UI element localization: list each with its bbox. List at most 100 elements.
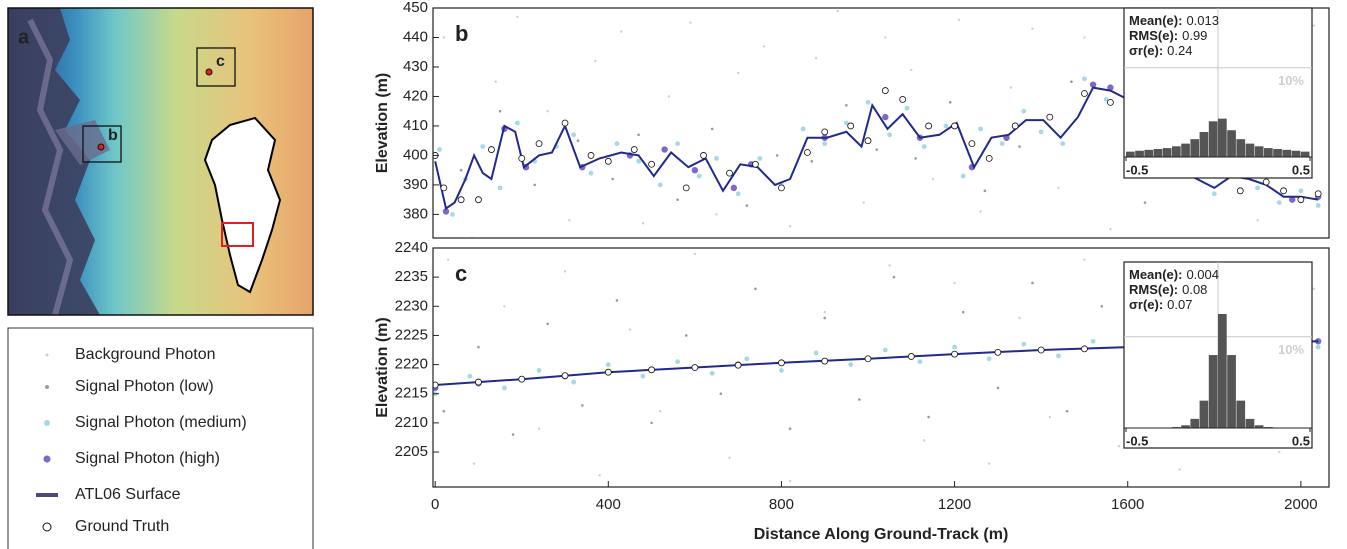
stat-value: 0.013: [1186, 13, 1219, 28]
ground-truth-point: [630, 146, 638, 153]
chart-panel: 380 390 400 410 420 430 440 450 Elevation (m) b 10…: [374, 0, 1330, 239]
x-tick-label: 1600: [1111, 496, 1144, 513]
x-axis-label: Distance Along Ground-Track (m): [754, 526, 1009, 543]
inset-grid-label: 10%: [1278, 342, 1304, 357]
inset-x-tick-label: 0.5: [1292, 162, 1310, 177]
photon-point: [858, 398, 861, 401]
site-label: b: [108, 127, 118, 144]
ground-truth-point: [951, 122, 958, 130]
map-panel: a b c: [7, 7, 314, 316]
photon-point: [709, 370, 715, 376]
photon-point: [459, 168, 463, 172]
y-tick-label: 410: [403, 117, 428, 134]
inset-stat: σr(e): 0.07: [1129, 297, 1192, 312]
photon-point: [1103, 97, 1109, 102]
ground-truth-point: [604, 157, 612, 165]
ground-truth-point: [648, 160, 655, 168]
photon-point: [1082, 76, 1087, 82]
photon-point: [1315, 203, 1321, 208]
ground-truth-point: [985, 154, 993, 162]
photon-point: [1312, 287, 1316, 291]
photon-point: [845, 104, 848, 107]
histogram-bar: [1208, 355, 1218, 428]
photon-point: [1298, 188, 1304, 194]
photon-point: [657, 182, 663, 188]
ground-truth-point: [1280, 187, 1287, 195]
location-box: [221, 222, 254, 247]
photon-point: [836, 9, 839, 13]
photon-point: [788, 225, 792, 228]
ground-truth-point: [457, 196, 465, 204]
y-tick-label: 2240: [395, 239, 428, 256]
photon-point: [637, 133, 640, 137]
photon-point: [437, 147, 442, 152]
ground-truth-point: [475, 378, 482, 386]
histogram-bar: [1190, 418, 1200, 428]
photon-point: [571, 379, 577, 385]
photon-point: [588, 170, 594, 176]
photon-point: [497, 185, 503, 191]
ground-truth-point: [561, 372, 569, 380]
photon-point: [1056, 353, 1061, 359]
photon-point: [533, 183, 537, 187]
photon-point: [472, 462, 476, 465]
y-tick-label: 430: [403, 58, 428, 75]
histogram-bar: [1273, 148, 1282, 157]
photon-point: [996, 386, 1000, 390]
photon-point: [1083, 36, 1086, 39]
photon-point: [862, 201, 865, 204]
photon-point: [754, 287, 757, 291]
photon-point: [611, 177, 614, 181]
photon-point: [710, 127, 714, 131]
photon-point: [628, 328, 632, 331]
stat-label: Mean(e):: [1129, 13, 1182, 28]
photon-point: [498, 109, 502, 113]
photon-point: [875, 148, 878, 151]
ground-truth-point: [535, 140, 543, 148]
photon-point: [736, 71, 740, 75]
photon-point: [882, 347, 888, 353]
photon-point: [813, 350, 819, 356]
photon-point: [1031, 27, 1034, 30]
ground-truth-point: [864, 355, 872, 363]
y-tick-label: 400: [403, 146, 428, 163]
photon-point: [615, 299, 619, 302]
y-axis-label: Elevation (m): [374, 317, 391, 417]
ground-truth-point: [518, 375, 526, 383]
inset-x-tick-label: -0.5: [1126, 433, 1148, 448]
inset-grid-label: 10%: [1278, 73, 1304, 88]
legend-swatch: [45, 385, 49, 389]
histogram-bar: [1181, 425, 1190, 428]
ground-truth-point: [1081, 345, 1088, 353]
ground-truth-point: [994, 348, 1002, 356]
photon-point: [1255, 185, 1260, 191]
photon-point: [480, 144, 486, 149]
stat-label: Mean(e):: [1129, 267, 1182, 282]
plot-frame: [432, 247, 1330, 488]
ground-truth-point: [1236, 187, 1244, 195]
stat-value: 0.004: [1186, 267, 1219, 282]
ground-truth-point: [968, 140, 976, 148]
y-tick-label: 390: [403, 176, 428, 193]
photon-point: [511, 433, 515, 436]
photon-point: [614, 141, 620, 147]
ground-truth-point: [440, 184, 448, 192]
photon-point: [983, 189, 987, 193]
photon-point: [744, 356, 750, 362]
photon-point: [1031, 281, 1034, 285]
ground-truth-point: [587, 152, 595, 159]
ground-truth-point: [648, 366, 655, 374]
ground-truth-point: [847, 122, 855, 130]
photon-point: [581, 404, 584, 407]
panel-letter: c: [455, 261, 467, 286]
photon-point: [494, 80, 497, 83]
photon-point: [843, 120, 849, 126]
photon-point: [659, 410, 662, 413]
photon-point: [696, 173, 702, 179]
photon-point: [676, 198, 679, 201]
ground-truth-point: [821, 357, 829, 365]
photon-point: [715, 213, 718, 216]
photon-point: [675, 141, 680, 147]
